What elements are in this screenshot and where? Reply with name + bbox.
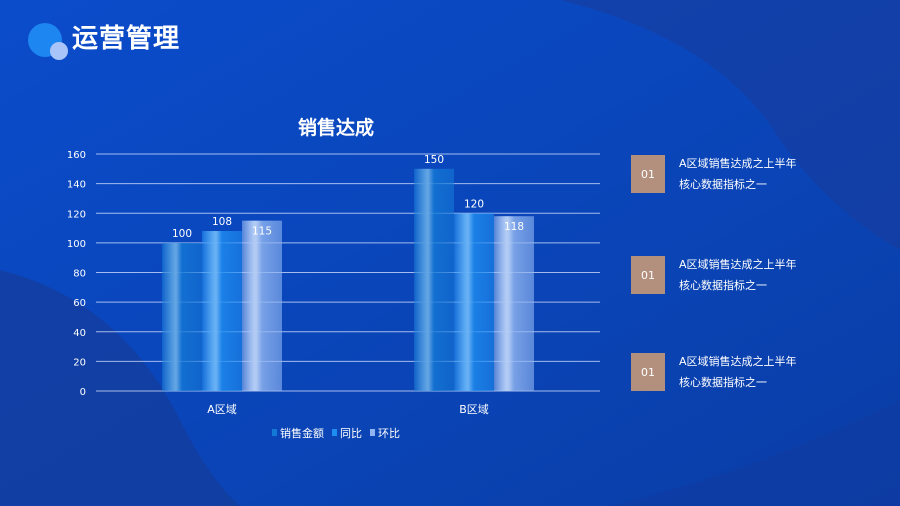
chart-x-axis: A区域 B区域	[207, 403, 489, 416]
info-badge: 01	[631, 256, 665, 294]
info-line1: A区域销售达成之上半年	[679, 355, 797, 368]
data-label: 100	[172, 228, 192, 240]
legend-swatch	[332, 429, 337, 436]
info-item: 01 A区域销售达成之上半年 核心数据指标之一	[631, 353, 891, 393]
info-text: A区域销售达成之上半年 核心数据指标之一	[679, 153, 889, 195]
bar-highlight	[454, 213, 494, 391]
info-line2: 核心数据指标之一	[679, 178, 767, 191]
y-tick-label: 60	[73, 298, 86, 309]
legend-label: 环比	[378, 427, 400, 440]
y-tick-label: 100	[67, 239, 86, 250]
chart-title: 销售达成	[298, 116, 374, 139]
chart-data-labels: 100 108 115 150 120 118	[172, 154, 524, 240]
x-tick-label: B区域	[459, 403, 489, 416]
bar-highlight	[202, 231, 242, 391]
bar-highlight	[242, 220, 282, 391]
y-tick-label: 140	[67, 180, 86, 191]
data-label: 120	[464, 198, 484, 210]
info-line1: A区域销售达成之上半年	[679, 157, 797, 170]
y-tick-label: 160	[67, 150, 86, 161]
y-tick-label: 20	[73, 357, 86, 368]
logo-icon	[28, 23, 68, 60]
page-title: 运营管理	[72, 24, 181, 54]
bar-highlight	[414, 168, 454, 391]
info-badge: 01	[631, 353, 665, 391]
info-badge: 01	[631, 155, 665, 193]
legend-label: 同比	[340, 427, 362, 440]
info-text: A区域销售达成之上半年 核心数据指标之一	[679, 254, 889, 296]
data-label: 118	[504, 221, 524, 233]
data-label: 115	[252, 226, 272, 238]
x-tick-label: A区域	[207, 403, 237, 416]
legend-label: 销售金额	[280, 426, 324, 440]
bar-highlight	[162, 242, 202, 391]
chart-legend: 销售金额 同比 环比	[272, 426, 400, 440]
legend-swatch	[370, 429, 375, 436]
y-tick-label: 40	[73, 328, 86, 339]
data-label: 150	[424, 154, 444, 166]
info-line2: 核心数据指标之一	[679, 376, 767, 389]
y-tick-label: 120	[67, 209, 86, 220]
info-item: 01 A区域销售达成之上半年 核心数据指标之一	[631, 155, 891, 195]
info-item: 01 A区域销售达成之上半年 核心数据指标之一	[631, 256, 891, 296]
info-text: A区域销售达成之上半年 核心数据指标之一	[679, 351, 889, 393]
info-line1: A区域销售达成之上半年	[679, 258, 797, 271]
y-tick-label: 0	[80, 387, 86, 398]
bar-highlight	[494, 216, 534, 391]
legend-swatch	[272, 429, 277, 436]
y-tick-label: 80	[73, 269, 86, 280]
chart-bars	[162, 168, 534, 391]
info-line2: 核心数据指标之一	[679, 279, 767, 292]
data-label: 108	[212, 216, 232, 228]
